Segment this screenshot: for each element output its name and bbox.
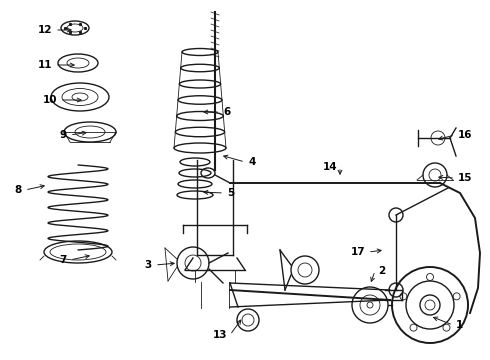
Text: 5: 5	[227, 188, 234, 198]
Text: 2: 2	[378, 266, 385, 276]
Text: 13: 13	[213, 330, 227, 340]
Text: 11: 11	[38, 60, 52, 70]
Text: 14: 14	[322, 162, 337, 172]
Text: 9: 9	[60, 130, 67, 140]
Text: 3: 3	[145, 260, 152, 270]
Text: 17: 17	[350, 247, 365, 257]
Text: 4: 4	[248, 157, 255, 167]
Text: 7: 7	[60, 255, 67, 265]
Text: 1: 1	[456, 320, 463, 330]
Text: 12: 12	[38, 25, 52, 35]
Text: 8: 8	[15, 185, 22, 195]
Text: 6: 6	[223, 107, 230, 117]
Text: 16: 16	[458, 130, 472, 140]
Text: 15: 15	[458, 173, 472, 183]
Text: 10: 10	[43, 95, 57, 105]
